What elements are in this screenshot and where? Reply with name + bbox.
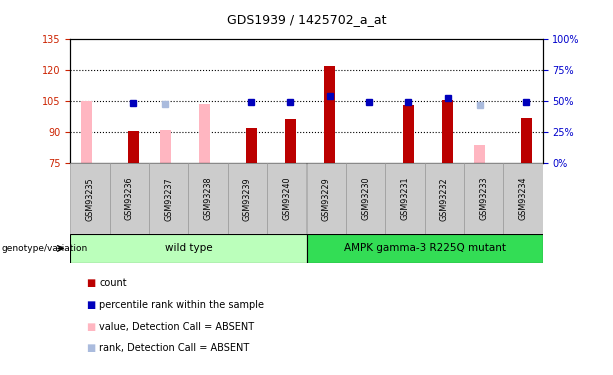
Bar [110,163,149,234]
Text: percentile rank within the sample: percentile rank within the sample [99,300,264,310]
Bar [464,163,503,234]
Bar [160,130,171,163]
Text: value, Detection Call = ABSENT: value, Detection Call = ABSENT [99,322,254,332]
Bar [346,163,385,234]
Text: GSM93236: GSM93236 [125,177,134,220]
Text: GSM93238: GSM93238 [204,177,213,220]
Bar [474,145,485,163]
Text: GSM93231: GSM93231 [400,177,409,220]
Text: genotype/variation: genotype/variation [1,244,88,253]
Bar [442,100,453,163]
Bar [424,163,464,234]
Bar [324,66,335,163]
Text: GSM93229: GSM93229 [322,177,330,220]
Text: ■: ■ [86,278,95,288]
Bar [246,128,257,163]
Bar [199,104,210,163]
Text: GSM93235: GSM93235 [86,177,94,220]
Bar [70,234,306,262]
Bar [306,163,346,234]
Text: GSM93237: GSM93237 [164,177,173,220]
Text: wild type: wild type [165,243,212,254]
Text: GSM93230: GSM93230 [361,177,370,220]
Bar [267,163,306,234]
Bar [306,234,543,262]
Text: ■: ■ [86,300,95,310]
Text: GSM93240: GSM93240 [283,177,291,220]
Text: GSM93239: GSM93239 [243,177,252,220]
Text: count: count [99,278,127,288]
Bar [385,163,424,234]
Bar [81,101,92,163]
Text: AMPK gamma-3 R225Q mutant: AMPK gamma-3 R225Q mutant [343,243,506,254]
Bar [503,163,543,234]
Text: ■: ■ [86,344,95,353]
Bar [70,163,110,234]
Text: GSM93232: GSM93232 [440,177,449,220]
Text: GSM93234: GSM93234 [519,177,527,220]
Text: GDS1939 / 1425702_a_at: GDS1939 / 1425702_a_at [227,13,386,26]
Bar [521,118,532,163]
Bar [403,105,414,163]
Text: rank, Detection Call = ABSENT: rank, Detection Call = ABSENT [99,344,249,353]
Text: ■: ■ [86,322,95,332]
Bar [149,163,189,234]
Bar [128,131,139,163]
Text: GSM93233: GSM93233 [479,177,488,220]
Bar [228,163,267,234]
Bar [189,163,228,234]
Bar [285,119,296,163]
